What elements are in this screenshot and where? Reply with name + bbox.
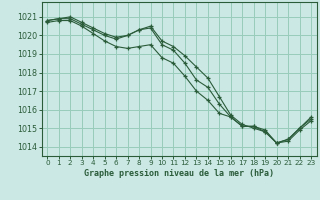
X-axis label: Graphe pression niveau de la mer (hPa): Graphe pression niveau de la mer (hPa) (84, 169, 274, 178)
